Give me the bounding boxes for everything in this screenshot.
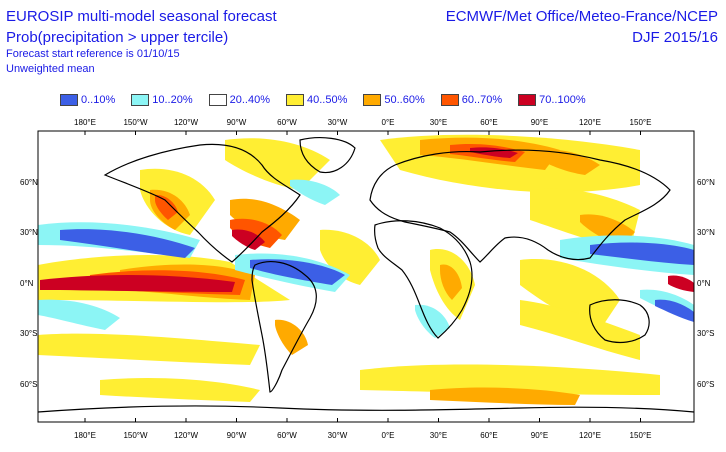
antarctica-outline <box>38 405 694 413</box>
lon-tick-label-bottom: 60°E <box>480 431 497 440</box>
lon-tick-label-bottom: 30°E <box>430 431 447 440</box>
legend-swatch <box>440 94 459 106</box>
lat-tick-label-left: 30°S <box>20 329 37 338</box>
legend-item: 40..50% <box>286 93 347 107</box>
legend-label: 10..20% <box>152 94 193 106</box>
lat-tick-label-right: 30°N <box>697 228 715 237</box>
lon-tick-label-top: 120°E <box>579 118 601 127</box>
lat-tick-label-left: 60°N <box>20 178 38 187</box>
lon-tick-label-top: 180°E <box>74 118 96 127</box>
australia-outline <box>589 299 650 344</box>
legend-label: 20..40% <box>229 94 270 106</box>
lon-tick-label-bottom: 90°W <box>227 431 247 440</box>
lon-tick-label-top: 30°E <box>430 118 447 127</box>
lat-tick-label-left: 0°N <box>20 279 34 288</box>
legend-item: 60..70% <box>440 93 503 107</box>
lon-tick-label-top: 150°E <box>630 118 652 127</box>
lon-tick-label-top: 90°W <box>227 118 247 127</box>
south-america-outline <box>251 261 317 393</box>
lon-tick-label-top: 0°E <box>382 118 395 127</box>
legend-swatch <box>131 94 150 106</box>
greenland-outline <box>299 137 356 174</box>
coastlines <box>38 137 694 413</box>
legend-label: 40..50% <box>307 94 348 106</box>
lon-tick-label-bottom: 30°W <box>328 431 348 440</box>
lat-tick-label-right: 0°N <box>697 279 711 288</box>
legend-swatch <box>363 94 382 106</box>
legend-swatch <box>208 94 227 106</box>
legend-label: 0..10% <box>81 94 116 106</box>
axis-ticks: 180°E 180°E 150°W 150°W 120°W 120°W 90°W 90°W 60… <box>20 118 715 440</box>
europe-asia-outline <box>369 149 671 263</box>
legend-label: 50..60% <box>384 94 425 106</box>
lon-tick-label-top: 30°W <box>328 118 348 127</box>
lon-tick-label-bottom: 150°W <box>123 431 148 440</box>
forecast-reference: Forecast start reference is 01/10/15 <box>6 48 180 60</box>
legend-item: 10..20% <box>131 93 193 107</box>
legend-label: 70..100% <box>539 94 586 106</box>
legend-item: 20..40% <box>208 93 270 107</box>
lon-tick-label-top: 150°W <box>123 118 148 127</box>
lat-tick-label-right: 60°N <box>697 178 715 187</box>
lon-tick-label-bottom: 0°E <box>382 431 395 440</box>
legend-item: 50..60% <box>363 93 425 107</box>
lon-tick-label-bottom: 120°W <box>174 431 199 440</box>
map-frame <box>37 130 695 423</box>
legend-label: 60..70% <box>461 94 503 106</box>
lon-tick-label-bottom: 120°E <box>579 431 601 440</box>
centres-label: ECMWF/Met Office/Meteo-France/NCEP <box>445 8 718 25</box>
lat-tick-label-left: 60°S <box>20 380 37 389</box>
lon-tick-label-top: 60°W <box>277 118 297 127</box>
lon-tick-label-top: 90°E <box>531 118 548 127</box>
mean-type: Unweighted mean <box>6 63 95 75</box>
lon-tick-label-bottom: 60°W <box>277 431 297 440</box>
lat-tick-label-right: 60°S <box>697 380 714 389</box>
season-label: DJF 2015/16 <box>632 29 718 46</box>
legend: 0..10% 10..20% 20..40% 40..50% 50..60% 60..70… <box>60 93 602 107</box>
prob-70-100-regions <box>40 147 694 292</box>
legend-swatch <box>60 94 78 106</box>
lon-tick-label-bottom: 150°E <box>630 431 652 440</box>
prob-0-10-regions <box>60 229 694 322</box>
lon-tick-label-bottom: 180°E <box>74 431 96 440</box>
legend-item: 0..10% <box>60 93 115 107</box>
lon-tick-label-bottom: 90°E <box>531 431 548 440</box>
africa-outline <box>374 220 473 339</box>
legend-item: 70..100% <box>518 93 586 107</box>
legend-swatch <box>518 94 537 106</box>
chart-subtitle: Prob(precipitation > upper tercile) <box>6 29 229 46</box>
north-america-outline <box>103 143 301 263</box>
chart-title: EUROSIP multi-model seasonal forecast <box>6 8 277 25</box>
lon-tick-label-top: 60°E <box>480 118 497 127</box>
probability-field <box>38 134 694 405</box>
lon-tick-label-top: 120°W <box>174 118 199 127</box>
lat-tick-label-right: 30°S <box>697 329 714 338</box>
lat-tick-label-left: 30°N <box>20 228 38 237</box>
legend-swatch <box>286 94 304 106</box>
